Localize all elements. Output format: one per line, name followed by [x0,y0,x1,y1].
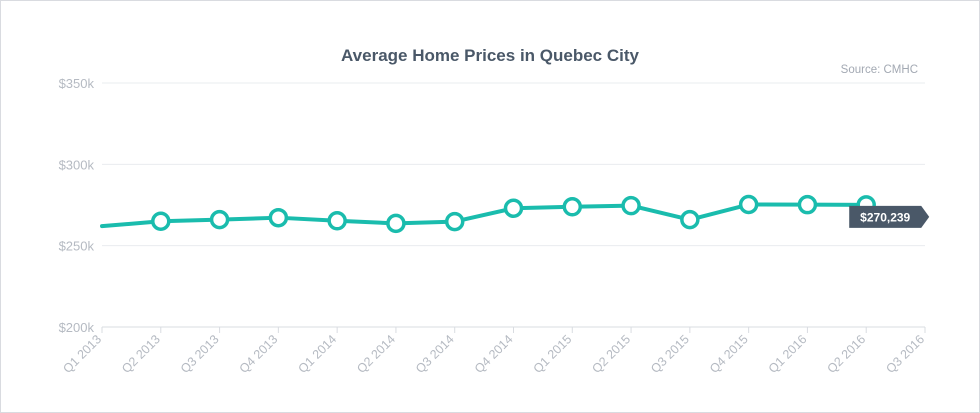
x-tick-label: Q3 2016 [883,332,927,376]
data-point [503,198,524,219]
x-tick-label: Q4 2015 [707,332,751,376]
x-tick-label: Q1 2013 [60,332,104,376]
y-tick-label: $350k [59,76,95,91]
data-point [444,211,465,232]
data-point [621,195,641,216]
x-tick-label: Q2 2016 [825,332,869,376]
x-tick-label: Q2 2013 [119,332,163,376]
data-point [268,207,289,228]
data-point [738,194,759,215]
data-point [797,194,818,215]
x-tick-label: Q1 2014 [295,332,339,376]
data-point [327,211,347,231]
data-point [151,211,171,232]
x-tick-label: Q4 2013 [237,332,281,376]
y-tick-label: $200k [59,320,95,335]
data-point [680,209,700,230]
x-tick-label: Q4 2014 [472,332,516,376]
series-line [100,202,869,229]
x-tick-label: Q3 2015 [648,332,692,376]
y-tick-label: $300k [59,157,95,172]
x-tick-label: Q2 2014 [354,332,398,376]
x-tick-label: Q3 2013 [178,332,222,376]
x-tick-label: Q1 2015 [531,332,575,376]
chart-source: Source: CMHC [840,64,918,76]
data-point [209,209,230,230]
tooltip-box [849,205,930,228]
data-point [562,197,583,217]
x-tick-label: Q2 2015 [589,332,633,376]
data-point [386,213,406,234]
chart-title: Average Home Prices in Quebec City [341,46,639,65]
y-tick-label: $250k [59,239,95,254]
x-tick-label: Q3 2014 [413,332,457,376]
tooltip-label: $270,239 [860,210,910,224]
x-tick-label: Q1 2016 [766,332,810,376]
